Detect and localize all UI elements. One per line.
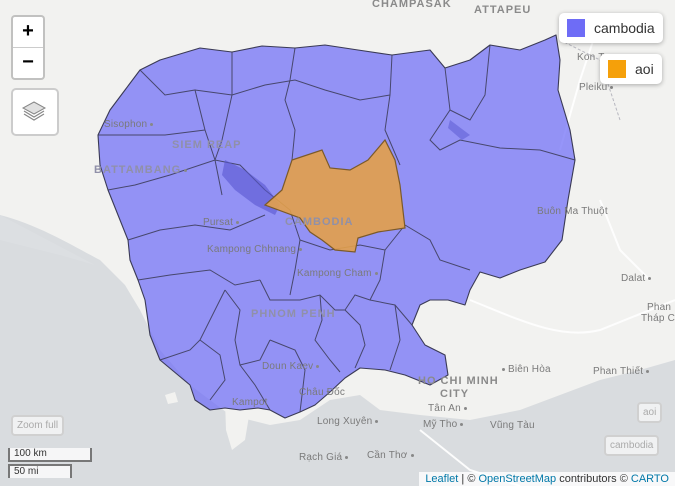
place-label: Kampong Chhnang bbox=[207, 244, 303, 255]
legend-item-cambodia: cambodia bbox=[559, 13, 663, 43]
legend-item-aoi: aoi bbox=[600, 54, 662, 84]
place-label: Phan Thiết bbox=[593, 366, 650, 377]
place-label: Mỹ Tho bbox=[423, 419, 464, 430]
place-label: Dalat bbox=[621, 273, 652, 284]
place-label: Tháp Chàm bbox=[641, 313, 675, 324]
layers-icon bbox=[21, 101, 47, 121]
place-label: Kampot bbox=[232, 397, 268, 408]
layers-control-button[interactable] bbox=[11, 88, 59, 136]
place-label: CAMBODIA bbox=[285, 216, 354, 228]
place-label: CHAMPASAK bbox=[372, 0, 452, 10]
place-label: Doun Kaev bbox=[262, 361, 320, 372]
zoom-full-button[interactable]: Zoom full bbox=[11, 415, 65, 436]
aoi-polygon bbox=[263, 138, 406, 253]
place-label: Long Xuyên bbox=[317, 416, 379, 427]
place-label: Sisophon bbox=[104, 119, 154, 130]
scale-bar-km: 100 km bbox=[8, 448, 92, 462]
place-label: CITY bbox=[440, 388, 470, 400]
place-label: PHNOM PENH bbox=[251, 308, 336, 320]
place-label: Tân An bbox=[428, 403, 467, 414]
place-label: Vũng Tàu bbox=[490, 420, 535, 431]
place-label: HO CHI MINH bbox=[418, 375, 499, 387]
place-label: Pleiku bbox=[579, 82, 614, 93]
legend-swatch bbox=[567, 19, 585, 37]
place-label: Pursat bbox=[203, 217, 240, 228]
attribution-text: contributors © bbox=[556, 473, 631, 485]
zoom-out-button[interactable]: − bbox=[13, 47, 43, 78]
zoom-control: + − bbox=[11, 15, 45, 80]
place-label: Rạch Giá bbox=[299, 452, 349, 463]
place-label: Cần Thơ bbox=[367, 450, 414, 461]
attribution: Leaflet | © OpenStreetMap contributors ©… bbox=[419, 472, 675, 486]
legend-label: aoi bbox=[635, 61, 654, 77]
zoom-in-button[interactable]: + bbox=[22, 20, 34, 42]
place-label: Phan bbox=[647, 302, 672, 313]
place-label: SIEM REAP bbox=[172, 139, 242, 151]
zoom-to-cambodia-button[interactable]: cambodia bbox=[604, 435, 660, 456]
place-label: Châu Đốc bbox=[299, 387, 346, 398]
osm-link[interactable]: OpenStreetMap bbox=[478, 473, 557, 485]
leaflet-link[interactable]: Leaflet bbox=[425, 473, 459, 485]
zoom-to-aoi-button[interactable]: aoi bbox=[637, 402, 663, 423]
place-label: Kampong Cham bbox=[297, 268, 378, 279]
place-label: Biên Hòa bbox=[502, 364, 551, 375]
legend-swatch bbox=[608, 60, 626, 78]
carto-link[interactable]: CARTO bbox=[630, 473, 669, 485]
scale-bar-mi: 50 mi bbox=[8, 464, 72, 478]
attribution-text: | © bbox=[458, 473, 479, 485]
legend-label: cambodia bbox=[594, 20, 655, 36]
place-label: ATTAPEU bbox=[474, 4, 532, 16]
place-label: Buôn Ma Thuột bbox=[537, 206, 608, 217]
place-label: BATTAMBANG bbox=[94, 164, 188, 176]
